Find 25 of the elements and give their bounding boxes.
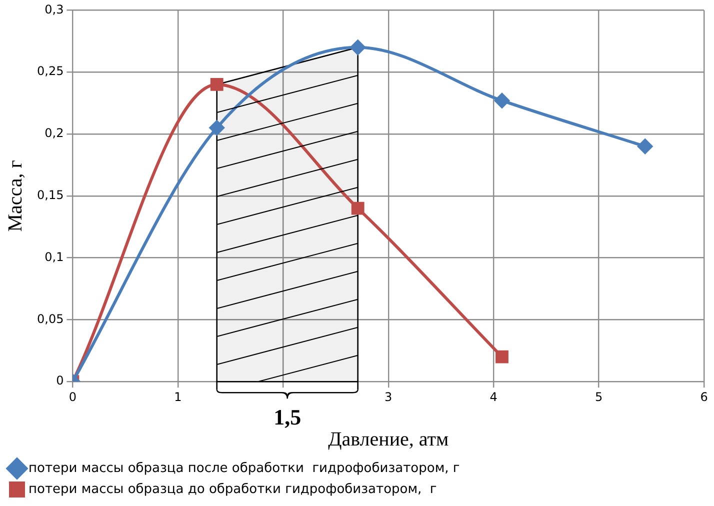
point (638, 138, 653, 154)
x-tick-label: 6 (700, 390, 708, 404)
legend-label: потери массы образца после обработки гидрофобизатором, г (28, 460, 460, 476)
x-tick-label: 3 (384, 390, 392, 404)
point (496, 350, 508, 364)
y-tick-label: 0,3 (44, 2, 64, 16)
point (209, 120, 224, 136)
y-tick-label: 0,1 (44, 250, 64, 264)
point (210, 78, 224, 91)
y-axis-title: Масса, г (4, 160, 26, 232)
point (494, 93, 510, 108)
point (350, 40, 366, 55)
x-tick-label: 5 (594, 390, 603, 404)
x-tick-label: 0 (68, 390, 77, 404)
x-tick-label: 1 (174, 390, 182, 404)
x-axis-title: Давление, атм (328, 428, 449, 450)
y-tick-label: 0,25 (37, 64, 64, 78)
point (351, 202, 364, 215)
y-tick-label: 0,15 (37, 188, 64, 202)
y-tick-label: 0,05 (37, 312, 64, 326)
y-tick-label: 0 (56, 374, 64, 388)
band-label: 1,5 (274, 404, 302, 430)
y-tick-label: 0,2 (44, 126, 64, 140)
legend-label: потери массы образца до обработки гидрофобизатором, г (28, 482, 437, 497)
x-tick-label: 4 (490, 390, 498, 404)
